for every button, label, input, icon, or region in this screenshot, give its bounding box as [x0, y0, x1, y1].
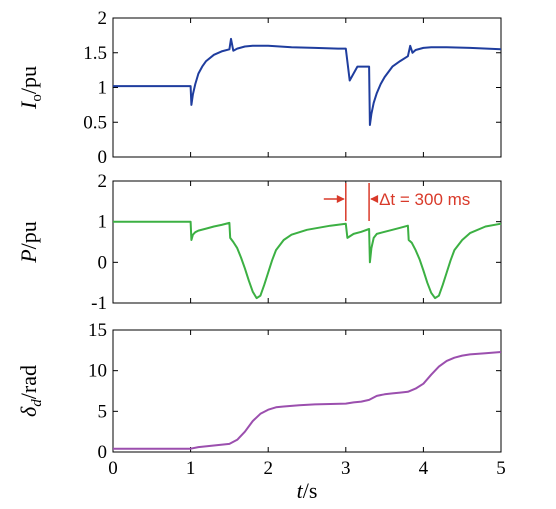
y-tick-label: 1.5	[83, 43, 107, 64]
y-tick-label: 0	[98, 252, 108, 273]
x-tick-label: 4	[419, 458, 429, 479]
y-axis-label: Io/pu	[16, 66, 45, 110]
arrow-right-head	[370, 195, 379, 203]
x-tick-label: 1	[186, 458, 196, 479]
y-tick-label: -1	[91, 293, 107, 314]
x-tick-label: 5	[496, 458, 506, 479]
x-tick-label: 0	[108, 458, 118, 479]
x-tick-label: 3	[341, 458, 351, 479]
y-tick-label: 1	[98, 212, 108, 233]
axes-box-2	[112, 180, 502, 304]
y-tick-label: 0.5	[83, 112, 107, 133]
y-tick-label: 10	[88, 361, 107, 382]
delta-t-annotation: Δt = 300 ms	[379, 190, 470, 209]
y-axis-label: P/pu	[16, 221, 41, 264]
y-tick-label: 1	[98, 78, 108, 99]
y-tick-label: 2	[98, 171, 108, 192]
axes-box-3	[112, 329, 502, 453]
series-line-1	[113, 37, 502, 126]
series-line-2	[113, 220, 502, 300]
axes-box-1	[112, 17, 502, 158]
x-axis-label: t/s	[297, 478, 318, 503]
y-axis-label: δd/rad	[16, 365, 45, 417]
x-tick-label: 2	[263, 458, 273, 479]
series-line-3	[113, 351, 502, 450]
y-tick-label: 0	[98, 147, 108, 168]
y-tick-label: 5	[98, 401, 108, 422]
y-tick-label: 0	[98, 442, 108, 463]
y-tick-label: 15	[88, 320, 107, 341]
y-tick-label: 2	[98, 8, 108, 29]
arrow-left-head	[336, 195, 345, 203]
